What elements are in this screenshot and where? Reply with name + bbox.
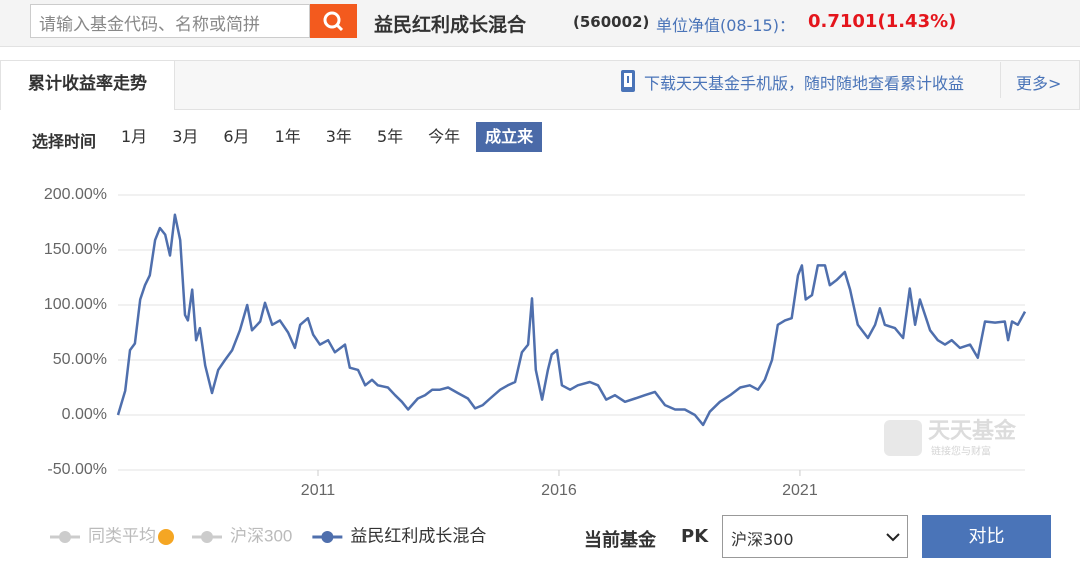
more-link[interactable]: 更多> — [1016, 74, 1062, 93]
time-option[interactable]: 5年 — [376, 127, 404, 146]
compare-button[interactable]: 对比 — [922, 515, 1051, 558]
time-label: 选择时间 — [32, 132, 97, 151]
time-option[interactable]: 3月 — [172, 127, 199, 146]
series-line — [116, 213, 1027, 427]
nav: 0.7101 — [808, 11, 878, 32]
time-option[interactable]: 1年 — [274, 127, 301, 146]
compare-select[interactable]: 沪深300 — [722, 515, 908, 558]
nav-label: 单位净值(08-15)： — [656, 16, 795, 35]
legend-label: 益民红利成长混合 — [350, 526, 486, 545]
watermark-logo — [884, 420, 922, 456]
legend-marker — [201, 531, 213, 543]
time-option[interactable]: 今年 — [428, 127, 461, 146]
select-value: 沪深300 — [731, 530, 794, 549]
y-tick-label: 0.00% — [62, 406, 107, 423]
nav-value: 0.7101(1.43%) — [808, 11, 956, 32]
x-tick-label: 2011 — [301, 482, 336, 499]
pk-label: PK — [681, 526, 709, 547]
search-input[interactable]: 请输入基金代码、名称或简拼 — [30, 4, 310, 38]
watermark-title: 天天基金 — [928, 418, 1017, 443]
time-options: 1月 3月 6月 1年 3年 5年 今年 成立来 — [112, 122, 549, 152]
download-link[interactable]: 下载天天基金手机版，随时随地查看累计收益 — [644, 74, 965, 93]
x-tick-label: 2016 — [541, 482, 577, 499]
legend-marker — [59, 531, 71, 543]
tab-active[interactable]: 累计收益率走势 — [0, 60, 175, 110]
legend-label: 同类平均 — [88, 526, 156, 545]
y-tick-label: 100.00% — [44, 296, 107, 313]
time-option[interactable]: 6月 — [223, 127, 250, 146]
x-tick-label: 2021 — [782, 482, 818, 499]
nav-change: (1.43%) — [877, 11, 957, 32]
search-button[interactable] — [310, 4, 357, 38]
y-tick-label: 200.00% — [44, 186, 107, 203]
time-option[interactable]: 1月 — [121, 127, 148, 146]
chevron — [886, 533, 900, 542]
time-option[interactable]: 3年 — [325, 127, 352, 146]
fund-code: (560002) — [573, 13, 650, 31]
search-icon — [323, 11, 344, 32]
y-tick-label: 150.00% — [44, 241, 107, 258]
tab-bar — [0, 60, 1080, 110]
phone-icon — [621, 70, 635, 92]
y-tick-label: 50.00% — [53, 351, 107, 368]
compare-label: 当前基金 — [584, 530, 656, 551]
divider — [1000, 62, 1001, 98]
fund-name: 益民红利成长混合 — [374, 14, 527, 36]
legend-marker — [321, 531, 334, 543]
y-tick-label: -50.00% — [47, 461, 107, 478]
info-icon — [158, 529, 174, 545]
legend-label: 沪深300 — [230, 526, 292, 545]
watermark-subtitle: 链接您与财富 — [931, 445, 991, 458]
time-option[interactable]: 成立来 — [476, 122, 543, 152]
